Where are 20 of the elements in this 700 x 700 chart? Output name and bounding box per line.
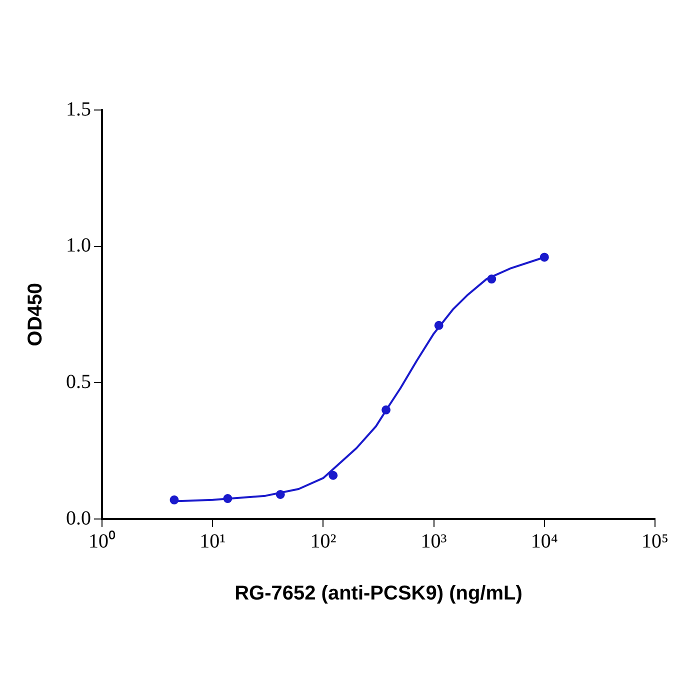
point bbox=[328, 470, 338, 480]
y-axis-title: OD450 bbox=[24, 282, 47, 346]
x-tick-label: 10⁰ bbox=[88, 529, 116, 552]
point bbox=[170, 495, 179, 504]
point bbox=[487, 274, 496, 284]
y-tick-label: 1.0 bbox=[66, 234, 91, 257]
x-axis-title: RG-7652 (anti-PCSK9) (ng/mL) bbox=[234, 582, 522, 605]
y-tick-label: 0.0 bbox=[66, 507, 91, 530]
x-tick-label: 10⁴ bbox=[530, 530, 558, 552]
point bbox=[276, 490, 285, 499]
point bbox=[434, 320, 444, 330]
x-tick-label: 10⁵ bbox=[642, 530, 668, 552]
x-tick-label: 10³ bbox=[420, 530, 447, 552]
y-tick-label: 1.5 bbox=[66, 98, 91, 120]
point bbox=[382, 405, 391, 414]
y-tick-label: 0.5 bbox=[66, 370, 91, 393]
point bbox=[540, 252, 549, 262]
point bbox=[223, 494, 232, 504]
x-tick-label: 10¹ bbox=[200, 530, 226, 552]
x-tick-label: 10² bbox=[310, 530, 336, 552]
